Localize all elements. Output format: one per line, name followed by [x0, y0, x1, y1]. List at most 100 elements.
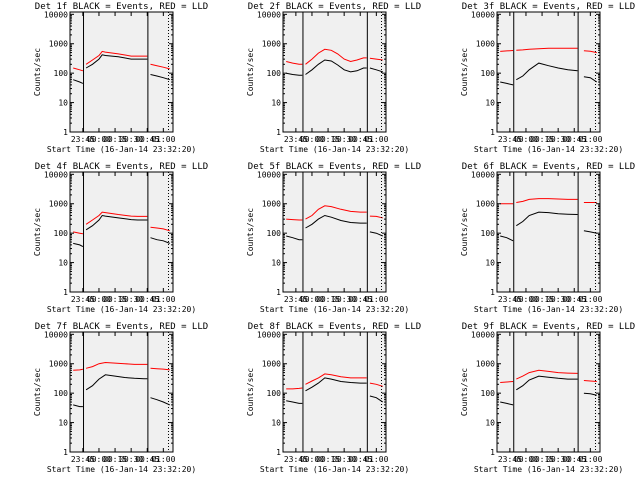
y-tick-label: 10000: [471, 330, 495, 339]
y-tick-label: 1: [276, 128, 281, 137]
plot-title: Det 7f BLACK = Events, RED = LLD: [35, 322, 208, 332]
y-tick-label: 100: [481, 229, 496, 238]
y-tick-label: 1000: [476, 360, 495, 369]
y-tick-label: 10: [58, 419, 68, 428]
y-tick-label: 1000: [49, 40, 68, 49]
x-tick-label: 00:30: [119, 295, 143, 304]
x-tick-label: 00:45: [135, 455, 159, 464]
x-tick-label: 00:15: [316, 135, 340, 144]
x-tick-label: 00:30: [119, 135, 143, 144]
x-tick-label: 01:00: [364, 135, 388, 144]
x-tick-label: 00:00: [87, 135, 111, 144]
y-tick-label: 10: [485, 419, 495, 428]
y-tick-label: 10: [271, 259, 281, 268]
x-tick-label: 00:00: [514, 455, 538, 464]
y-tick-label: 100: [54, 229, 69, 238]
x-tick-label: 00:15: [103, 295, 127, 304]
lld-series-line: [73, 211, 170, 235]
y-tick-label: 10000: [257, 170, 281, 179]
x-tick-label: 00:00: [514, 295, 538, 304]
y-tick-label: 10: [271, 99, 281, 108]
y-tick-label: 10000: [471, 10, 495, 19]
x-tick-label: 01:00: [364, 455, 388, 464]
axes-frame: [496, 171, 601, 293]
events-series-line: [73, 214, 170, 248]
x-tick-label: 00:30: [119, 455, 143, 464]
x-tick-label: 00:30: [546, 455, 570, 464]
x-tick-label: 01:00: [151, 135, 175, 144]
events-series-line: [73, 374, 171, 408]
x-tick-label: 00:00: [300, 455, 324, 464]
x-tick-label: 00:15: [103, 455, 127, 464]
plot-title: Det 8f BLACK = Events, RED = LLD: [248, 322, 421, 332]
y-tick-label: 100: [267, 69, 282, 78]
plot-title: Det 4f BLACK = Events, RED = LLD: [35, 162, 208, 172]
axes-frame: [282, 331, 387, 453]
y-tick-label: 1000: [49, 360, 68, 369]
plot-area: [70, 172, 173, 292]
x-axis-label: Start Time (16-Jan-14 23:32:20): [260, 465, 409, 474]
y-axis-label: Counts/sec: [33, 48, 42, 96]
y-axis-label: Counts/sec: [246, 368, 255, 416]
x-tick-label: 00:45: [348, 295, 372, 304]
y-tick-label: 10000: [257, 330, 281, 339]
y-axis-label: Counts/sec: [460, 368, 469, 416]
y-tick-label: 100: [481, 69, 496, 78]
y-tick-label: 100: [267, 229, 282, 238]
x-axis-label: Start Time (16-Jan-14 23:32:20): [474, 305, 623, 314]
x-tick-label: 01:00: [151, 455, 175, 464]
y-tick-label: 10: [271, 419, 281, 428]
detector-panel: Det 4f BLACK = Events, RED = LLD 1 10 100 10…: [33, 162, 208, 314]
y-tick-label: 100: [54, 69, 69, 78]
x-tick-label: 00:15: [316, 455, 340, 464]
y-tick-label: 1: [63, 288, 68, 297]
x-axis-label: Start Time (16-Jan-14 23:32:20): [260, 305, 409, 314]
events-series-line: [286, 214, 383, 241]
plot-area: [497, 332, 600, 452]
y-tick-label: 1: [276, 288, 281, 297]
y-tick-label: 1000: [262, 200, 281, 209]
detector-panel: Det 8f BLACK = Events, RED = LLD 1 10 100 10…: [246, 322, 421, 474]
y-tick-label: 1000: [476, 40, 495, 49]
x-tick-label: 23:45: [498, 135, 522, 144]
x-tick-label: 00:30: [332, 135, 356, 144]
plot-area: [283, 332, 386, 452]
x-tick-label: 23:45: [284, 135, 308, 144]
lld-series-line: [73, 361, 170, 371]
y-tick-label: 1: [490, 448, 495, 457]
lld-series-line: [73, 50, 170, 72]
lld-series-line: [286, 373, 383, 390]
plot-title: Det 2f BLACK = Events, RED = LLD: [248, 2, 421, 12]
x-tick-label: 00:30: [546, 295, 570, 304]
lld-series-line: [286, 205, 383, 221]
plot-title: Det 6f BLACK = Events, RED = LLD: [462, 162, 635, 172]
x-tick-label: 00:45: [562, 135, 586, 144]
y-tick-label: 1: [490, 288, 495, 297]
x-tick-label: 23:45: [284, 295, 308, 304]
axes-frame: [282, 171, 387, 293]
x-tick-label: 00:15: [530, 455, 554, 464]
plot-area: [497, 12, 600, 132]
y-tick-label: 1000: [262, 40, 281, 49]
x-tick-label: 00:15: [103, 135, 127, 144]
y-tick-label: 10000: [44, 330, 68, 339]
plot-title: Det 5f BLACK = Events, RED = LLD: [248, 162, 421, 172]
axes-frame: [69, 331, 174, 453]
x-tick-label: 00:45: [348, 455, 372, 464]
x-tick-label: 00:15: [530, 295, 554, 304]
x-axis-label: Start Time (16-Jan-14 23:32:20): [47, 145, 196, 154]
x-axis-label: Start Time (16-Jan-14 23:32:20): [474, 145, 623, 154]
plot-area: [283, 12, 386, 132]
x-tick-label: 00:00: [300, 135, 324, 144]
x-tick-label: 01:00: [364, 295, 388, 304]
x-axis-label: Start Time (16-Jan-14 23:32:20): [260, 145, 409, 154]
y-tick-label: 100: [267, 389, 282, 398]
x-tick-label: 00:45: [135, 295, 159, 304]
events-series-line: [500, 62, 598, 86]
events-series-line: [286, 59, 383, 76]
detector-panel: Det 2f BLACK = Events, RED = LLD 1 10 100 10…: [246, 2, 421, 154]
x-tick-label: 00:00: [87, 455, 111, 464]
x-tick-label: 01:00: [578, 455, 602, 464]
y-tick-label: 10: [485, 99, 495, 108]
lld-series-line: [500, 47, 597, 54]
